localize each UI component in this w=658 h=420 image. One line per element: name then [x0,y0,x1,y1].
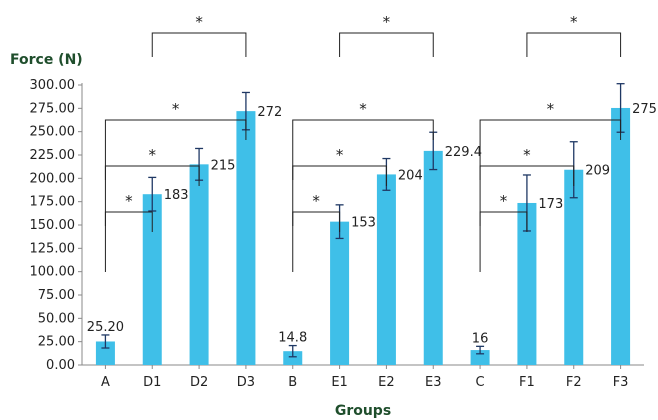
significance-star: * [570,13,578,31]
significance-star: * [312,192,320,210]
x-tick-label: D2 [190,375,208,390]
bar-f2 [564,169,584,365]
bar-d2 [189,164,209,365]
x-tick-label: B [288,375,297,390]
significance-bracket [104,211,153,272]
bar-d3 [236,111,256,365]
significance-star: * [125,192,133,210]
data-label: 16 [472,331,489,346]
bar-e3 [423,150,443,365]
significance-bracket [151,32,247,57]
significance-bracket [526,32,622,57]
y-tick-label: 225.00 [30,148,76,163]
data-label: 183 [164,188,189,203]
bar-e1 [330,221,350,365]
data-label: 272 [257,105,282,120]
significance-bracket [292,165,387,226]
y-tick-label: 200.00 [30,171,76,186]
significance-star: * [172,100,180,118]
data-label: 275.4 [632,102,658,117]
y-tick-label: 300.00 [30,78,76,93]
significance-bracket [479,119,622,180]
significance-bracket [104,165,200,226]
x-tick-label: F2 [566,375,582,390]
significance-star: * [149,146,157,164]
x-tick-label: D1 [143,375,161,390]
significance-bracket [292,211,341,272]
x-tick-label: E1 [331,375,348,390]
bar-e2 [376,174,396,365]
y-tick-label: 25.00 [38,335,75,350]
bar-a [95,341,115,365]
plot-area: 0.00 25.00 50.00 75.00 100.00 125.00 150.00 175… [30,13,658,390]
y-tick-label: 275.00 [30,101,76,116]
data-label: 25.20 [87,320,124,335]
significance-bracket [479,165,575,226]
significance-star: * [359,100,367,118]
y-tick-label: 0.00 [46,358,75,373]
y-tick-label: 125.00 [30,241,76,256]
y-tick-label: 50.00 [38,311,75,326]
significance-star: * [500,192,508,210]
y-axis-title: Force (N) [10,52,83,68]
y-tick-label: 175.00 [30,195,76,210]
bar-b [283,351,303,365]
x-tick-label: A [101,375,110,390]
x-tick-label: C [476,375,485,390]
y-tick-label: 250.00 [30,125,76,140]
significance-star: * [195,13,203,31]
significance-bracket [104,119,247,180]
bar-f1 [517,202,537,365]
data-label: 14.8 [278,331,307,346]
significance-bracket [479,211,528,272]
bar-d1 [142,194,162,365]
x-tick-label: E3 [425,375,442,390]
significance-star: * [523,146,531,164]
significance-bracket [292,119,434,180]
y-tick-label: 75.00 [38,288,75,303]
significance-star: * [547,100,555,118]
data-label: 215 [211,158,236,173]
x-axis-title: Groups [335,403,391,419]
x-tick-label: E2 [378,375,395,390]
x-tick-label: F1 [519,375,535,390]
significance-star: * [336,146,344,164]
y-tick-label: 150.00 [30,218,76,233]
x-tick-label: D3 [237,375,255,390]
significance-bracket [339,32,434,57]
significance-star: * [383,13,391,31]
y-tick-label: 100.00 [30,265,76,280]
bar-c [470,350,490,365]
data-label: 229.4 [445,145,482,160]
bar-f3 [611,107,631,366]
x-tick-label: F3 [613,375,629,390]
